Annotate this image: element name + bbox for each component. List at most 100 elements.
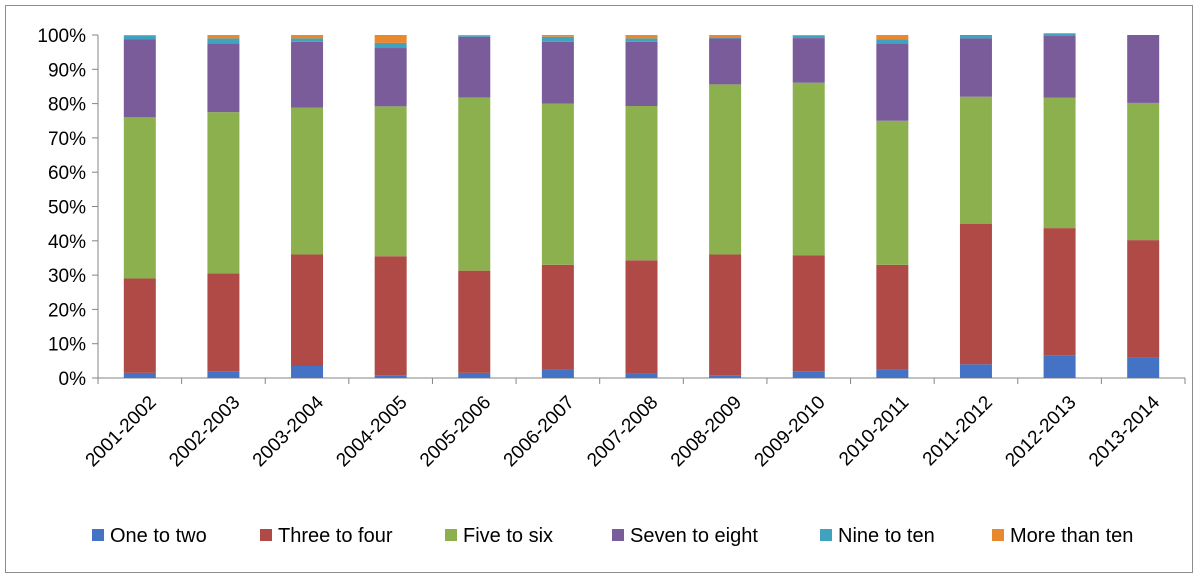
bar-segment <box>541 36 574 42</box>
legend-label: Five to six <box>463 525 553 547</box>
x-category-label: 2002-2003 <box>165 392 244 471</box>
bar-segment <box>709 375 742 378</box>
bar-segment <box>374 106 407 257</box>
legend-label: One to two <box>110 525 207 547</box>
chart-frame <box>5 5 1193 573</box>
y-tick-label: 90% <box>48 60 86 81</box>
bar-segment <box>876 120 909 265</box>
legend-swatch <box>92 529 104 541</box>
bar-segment <box>876 35 909 40</box>
y-tick-label: 50% <box>48 198 86 219</box>
y-tick-label: 10% <box>48 335 86 356</box>
y-tick-label: 80% <box>48 95 86 116</box>
x-category-label: 2013-2014 <box>1085 392 1164 471</box>
bar-segment <box>1043 355 1076 378</box>
bar-segment <box>541 41 574 104</box>
bar-segment <box>541 369 574 378</box>
bar-segment <box>123 35 156 40</box>
legend-label: Seven to eight <box>630 525 758 547</box>
legend-label: Nine to ten <box>838 525 935 547</box>
bar-segment <box>625 38 658 42</box>
legend-swatch <box>612 529 624 541</box>
legend-swatch <box>820 529 832 541</box>
x-category-label: 2001-2002 <box>82 392 161 471</box>
x-category-label: 2011-2012 <box>919 392 997 470</box>
bar-segment <box>207 112 240 274</box>
bar-segment <box>1043 228 1076 356</box>
bar-segment <box>1043 33 1076 37</box>
bar-segment <box>123 117 156 279</box>
x-category-label: 2008-2009 <box>667 392 746 471</box>
bar-segment <box>374 375 407 378</box>
bar-segment <box>959 364 992 378</box>
bar-segment <box>374 42 407 49</box>
bar-segment <box>1127 35 1160 103</box>
bar-segment <box>792 35 825 39</box>
x-category-label: 2003-2004 <box>249 392 328 471</box>
bar-segment <box>709 84 742 255</box>
bar-segment <box>709 38 742 85</box>
bar-segment <box>625 35 658 39</box>
bar-segment <box>1127 240 1160 358</box>
bar-segment <box>291 107 324 255</box>
bar-segment <box>625 41 658 107</box>
bar-segment <box>1127 102 1160 241</box>
bar-segment <box>291 38 324 42</box>
bar-segment <box>374 48 407 107</box>
bar-segment <box>207 35 240 39</box>
y-tick-label: 40% <box>48 232 86 253</box>
bar-segment <box>541 264 574 370</box>
bar-segment <box>458 35 491 37</box>
legend-swatch <box>992 529 1004 541</box>
bar-segment <box>1043 97 1076 229</box>
bar-segment <box>458 35 491 36</box>
x-category-label: 2010-2011 <box>835 392 913 470</box>
x-category-label: 2004-2005 <box>332 392 411 471</box>
x-category-label: 2007-2008 <box>583 392 662 471</box>
bar-segment <box>123 372 156 378</box>
bar-segment <box>458 97 491 271</box>
y-tick-label: 0% <box>59 369 87 390</box>
bar-segment <box>625 106 658 261</box>
y-tick-label: 30% <box>48 266 86 287</box>
y-tick-label: 100% <box>37 26 86 47</box>
bar-segment <box>709 37 742 39</box>
x-category-label: 2006-2007 <box>500 392 579 471</box>
bar-segment <box>541 35 574 37</box>
bar-segment <box>876 264 909 370</box>
bar-segment <box>1127 357 1160 378</box>
bar-segment <box>291 254 324 366</box>
y-tick-label: 60% <box>48 163 86 184</box>
bar-segment <box>959 96 992 224</box>
bar-segment <box>792 82 825 256</box>
bar-segment <box>1043 36 1076 98</box>
bar-segment <box>123 39 156 118</box>
bar-segment <box>374 35 407 43</box>
bar-segment <box>625 260 658 374</box>
bar-segment <box>792 371 825 378</box>
legend-swatch <box>445 529 457 541</box>
bar-segment <box>458 372 491 378</box>
bar-segment <box>291 365 324 378</box>
bar-segment <box>207 43 240 113</box>
legend-label: Three to four <box>278 525 393 547</box>
bar-segment <box>123 278 156 373</box>
x-category-label: 2005-2006 <box>416 392 495 471</box>
legend-label: More than ten <box>1010 525 1133 547</box>
x-category-label: 2012-2013 <box>1001 392 1080 471</box>
x-category-label: 2009-2010 <box>751 392 830 471</box>
bar-segment <box>458 36 491 98</box>
bar-segment <box>876 39 909 44</box>
bar-segment <box>876 369 909 378</box>
y-tick-label: 70% <box>48 129 86 150</box>
bar-segment <box>792 38 825 83</box>
bar-segment <box>458 270 491 373</box>
bar-segment <box>792 255 825 372</box>
bar-segment <box>959 38 992 97</box>
bar-segment <box>207 273 240 372</box>
bar-segment <box>792 35 825 36</box>
bar-segment <box>625 373 658 378</box>
y-tick-label: 20% <box>48 300 86 321</box>
bar-segment <box>291 35 324 39</box>
